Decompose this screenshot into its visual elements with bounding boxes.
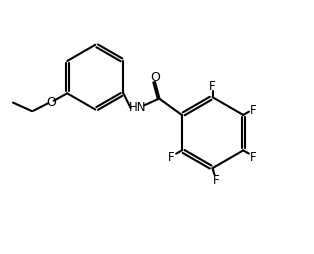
- Text: F: F: [168, 150, 175, 163]
- Text: O: O: [46, 96, 56, 109]
- Text: F: F: [250, 103, 257, 116]
- Text: F: F: [213, 174, 219, 187]
- Text: F: F: [209, 80, 216, 93]
- Text: O: O: [150, 71, 160, 84]
- Text: F: F: [250, 150, 257, 163]
- Text: HN: HN: [129, 101, 146, 114]
